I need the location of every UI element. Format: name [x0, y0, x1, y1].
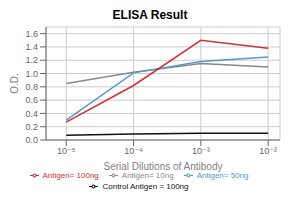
- svg-text:0.0: 0.0: [25, 135, 38, 145]
- svg-text:0.6: 0.6: [25, 95, 38, 105]
- svg-text:Serial Dilutions of Antibody: Serial Dilutions of Antibody: [104, 161, 223, 172]
- html-text:Control Antigen = 100ng: Control Antigen = 100ng: [102, 182, 189, 191]
- html-text:Antigen= 50ng: Antigen= 50ng: [196, 171, 249, 180]
- svg-text:10⁻⁴: 10⁻⁴: [124, 146, 143, 156]
- svg-text:O.D.: O.D.: [9, 73, 20, 94]
- svg-text:0.8: 0.8: [25, 82, 38, 92]
- svg-text:1.0: 1.0: [25, 69, 38, 79]
- html-text:ELISA Result: ELISA Result: [112, 8, 188, 22]
- svg-text:10⁻⁵: 10⁻⁵: [57, 146, 76, 156]
- svg-text:1.6: 1.6: [25, 29, 38, 39]
- html-text:Antigen= 100ng: Antigen= 100ng: [42, 171, 99, 180]
- svg-text:1.4: 1.4: [25, 42, 38, 52]
- html-text:Antigen= 10ng: Antigen= 10ng: [121, 171, 174, 180]
- svg-text:10⁻²: 10⁻²: [259, 146, 277, 156]
- svg-text:0.4: 0.4: [25, 109, 38, 119]
- svg-text:0.2: 0.2: [25, 122, 38, 132]
- svg-text:10⁻³: 10⁻³: [192, 146, 210, 156]
- svg-text:1.2: 1.2: [25, 55, 38, 65]
